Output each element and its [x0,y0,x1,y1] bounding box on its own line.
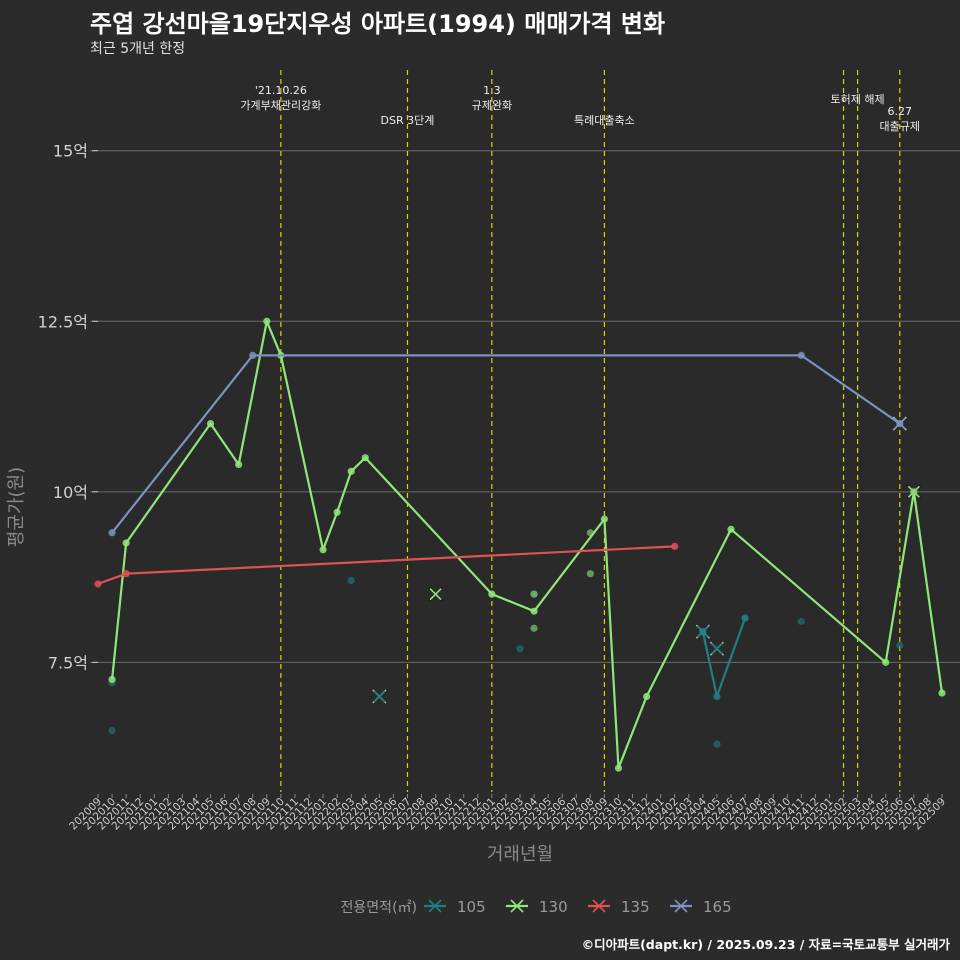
series-point-135 [122,570,130,578]
legend-key-cross [510,899,524,913]
series-point-130 [600,515,609,523]
event-label: 6.27 [888,105,913,118]
data-point-105 [713,740,721,748]
series-point-130 [319,546,327,554]
chart-subtitle: 최근 5개년 한정 [90,41,186,57]
series-point-130 [263,317,271,325]
cross-stroke [373,690,386,703]
cross-stroke [710,642,723,655]
plot-panel [98,62,942,792]
data-point-105 [516,645,524,653]
cross-marker-130 [907,485,920,498]
cross-marker-105 [373,690,386,703]
data-point-105 [896,641,904,649]
series-point-130 [488,590,496,598]
legend-item-105: 105 [424,898,486,916]
event-label: 특례대출축소 [574,114,635,127]
series-point-105 [713,692,721,701]
data-point-130 [530,624,538,632]
series-point-105 [741,614,749,622]
cross-marker-105 [710,642,723,655]
series-point-130 [361,454,369,462]
event-label: 토허제 해제 [831,92,885,106]
data-point-105 [347,576,355,585]
legend-title: 전용면적(㎡) [341,900,417,916]
series-point-130 [643,692,651,701]
legend-key-cross [674,899,688,913]
series-line-165 [111,354,901,534]
series-point-130 [938,689,946,697]
series-point-130 [727,525,735,533]
cross-marker-105 [696,625,709,638]
legend-label: 130 [539,898,568,916]
legend-label: 105 [457,898,486,916]
series-point-130 [108,675,116,684]
legend-item-135: 135 [588,898,650,916]
cross-stroke [907,485,920,498]
legend-key-cross [428,899,442,913]
legend-key-cross [592,899,606,913]
y-tick-label: 12.5억 [38,312,88,331]
cross-stroke [696,625,709,638]
series-point-130 [122,539,130,547]
x-axis-title: 거래년월 [487,844,553,865]
y-tick-label: 15억 [53,142,88,161]
event-label: DSR 3단계 [381,114,435,127]
source-caption: ©디아파트(dapt.kr) / 2025.09.23 / 자료=국토교통부 실… [581,937,950,952]
series-point-165 [249,351,257,359]
legend-item-130: 130 [506,898,568,916]
legend-label: 135 [621,898,650,916]
cross-stroke [429,588,442,601]
event-label: 규제완화 [472,99,512,112]
y-axis-title: 평균가(원) [6,467,27,547]
series-point-135 [94,580,102,588]
event-label: 가계부채관리강화 [240,99,321,112]
series-point-135 [671,542,679,550]
series-point-130 [235,460,243,469]
series-point-165 [108,529,116,537]
data-point-130 [586,570,594,578]
series-point-165 [797,351,805,359]
series-point-130 [882,658,890,666]
series-point-130 [206,419,215,428]
series-point-130 [347,467,355,475]
cross-marker-165 [893,417,906,430]
event-label: 대출규제 [880,120,920,133]
event-label: 1.3 [483,84,501,97]
series-point-130 [530,607,538,615]
legend-label: 165 [703,898,732,916]
series-point-130 [333,508,341,516]
legend-item-165: 165 [670,898,732,916]
y-tick-label: 10억 [53,483,88,502]
event-label: '21.10.26 [255,84,307,97]
data-point-105 [797,617,805,626]
data-point-105 [108,726,116,735]
y-tick-label: 7.5억 [48,653,88,672]
chart-title: 주엽 강선마을19단지우성 아파트(1994) 매매가격 변화 [90,10,666,38]
series-point-130 [614,764,623,772]
cross-marker-130 [429,588,442,601]
data-point-130 [530,590,538,598]
cross-stroke [893,417,906,430]
